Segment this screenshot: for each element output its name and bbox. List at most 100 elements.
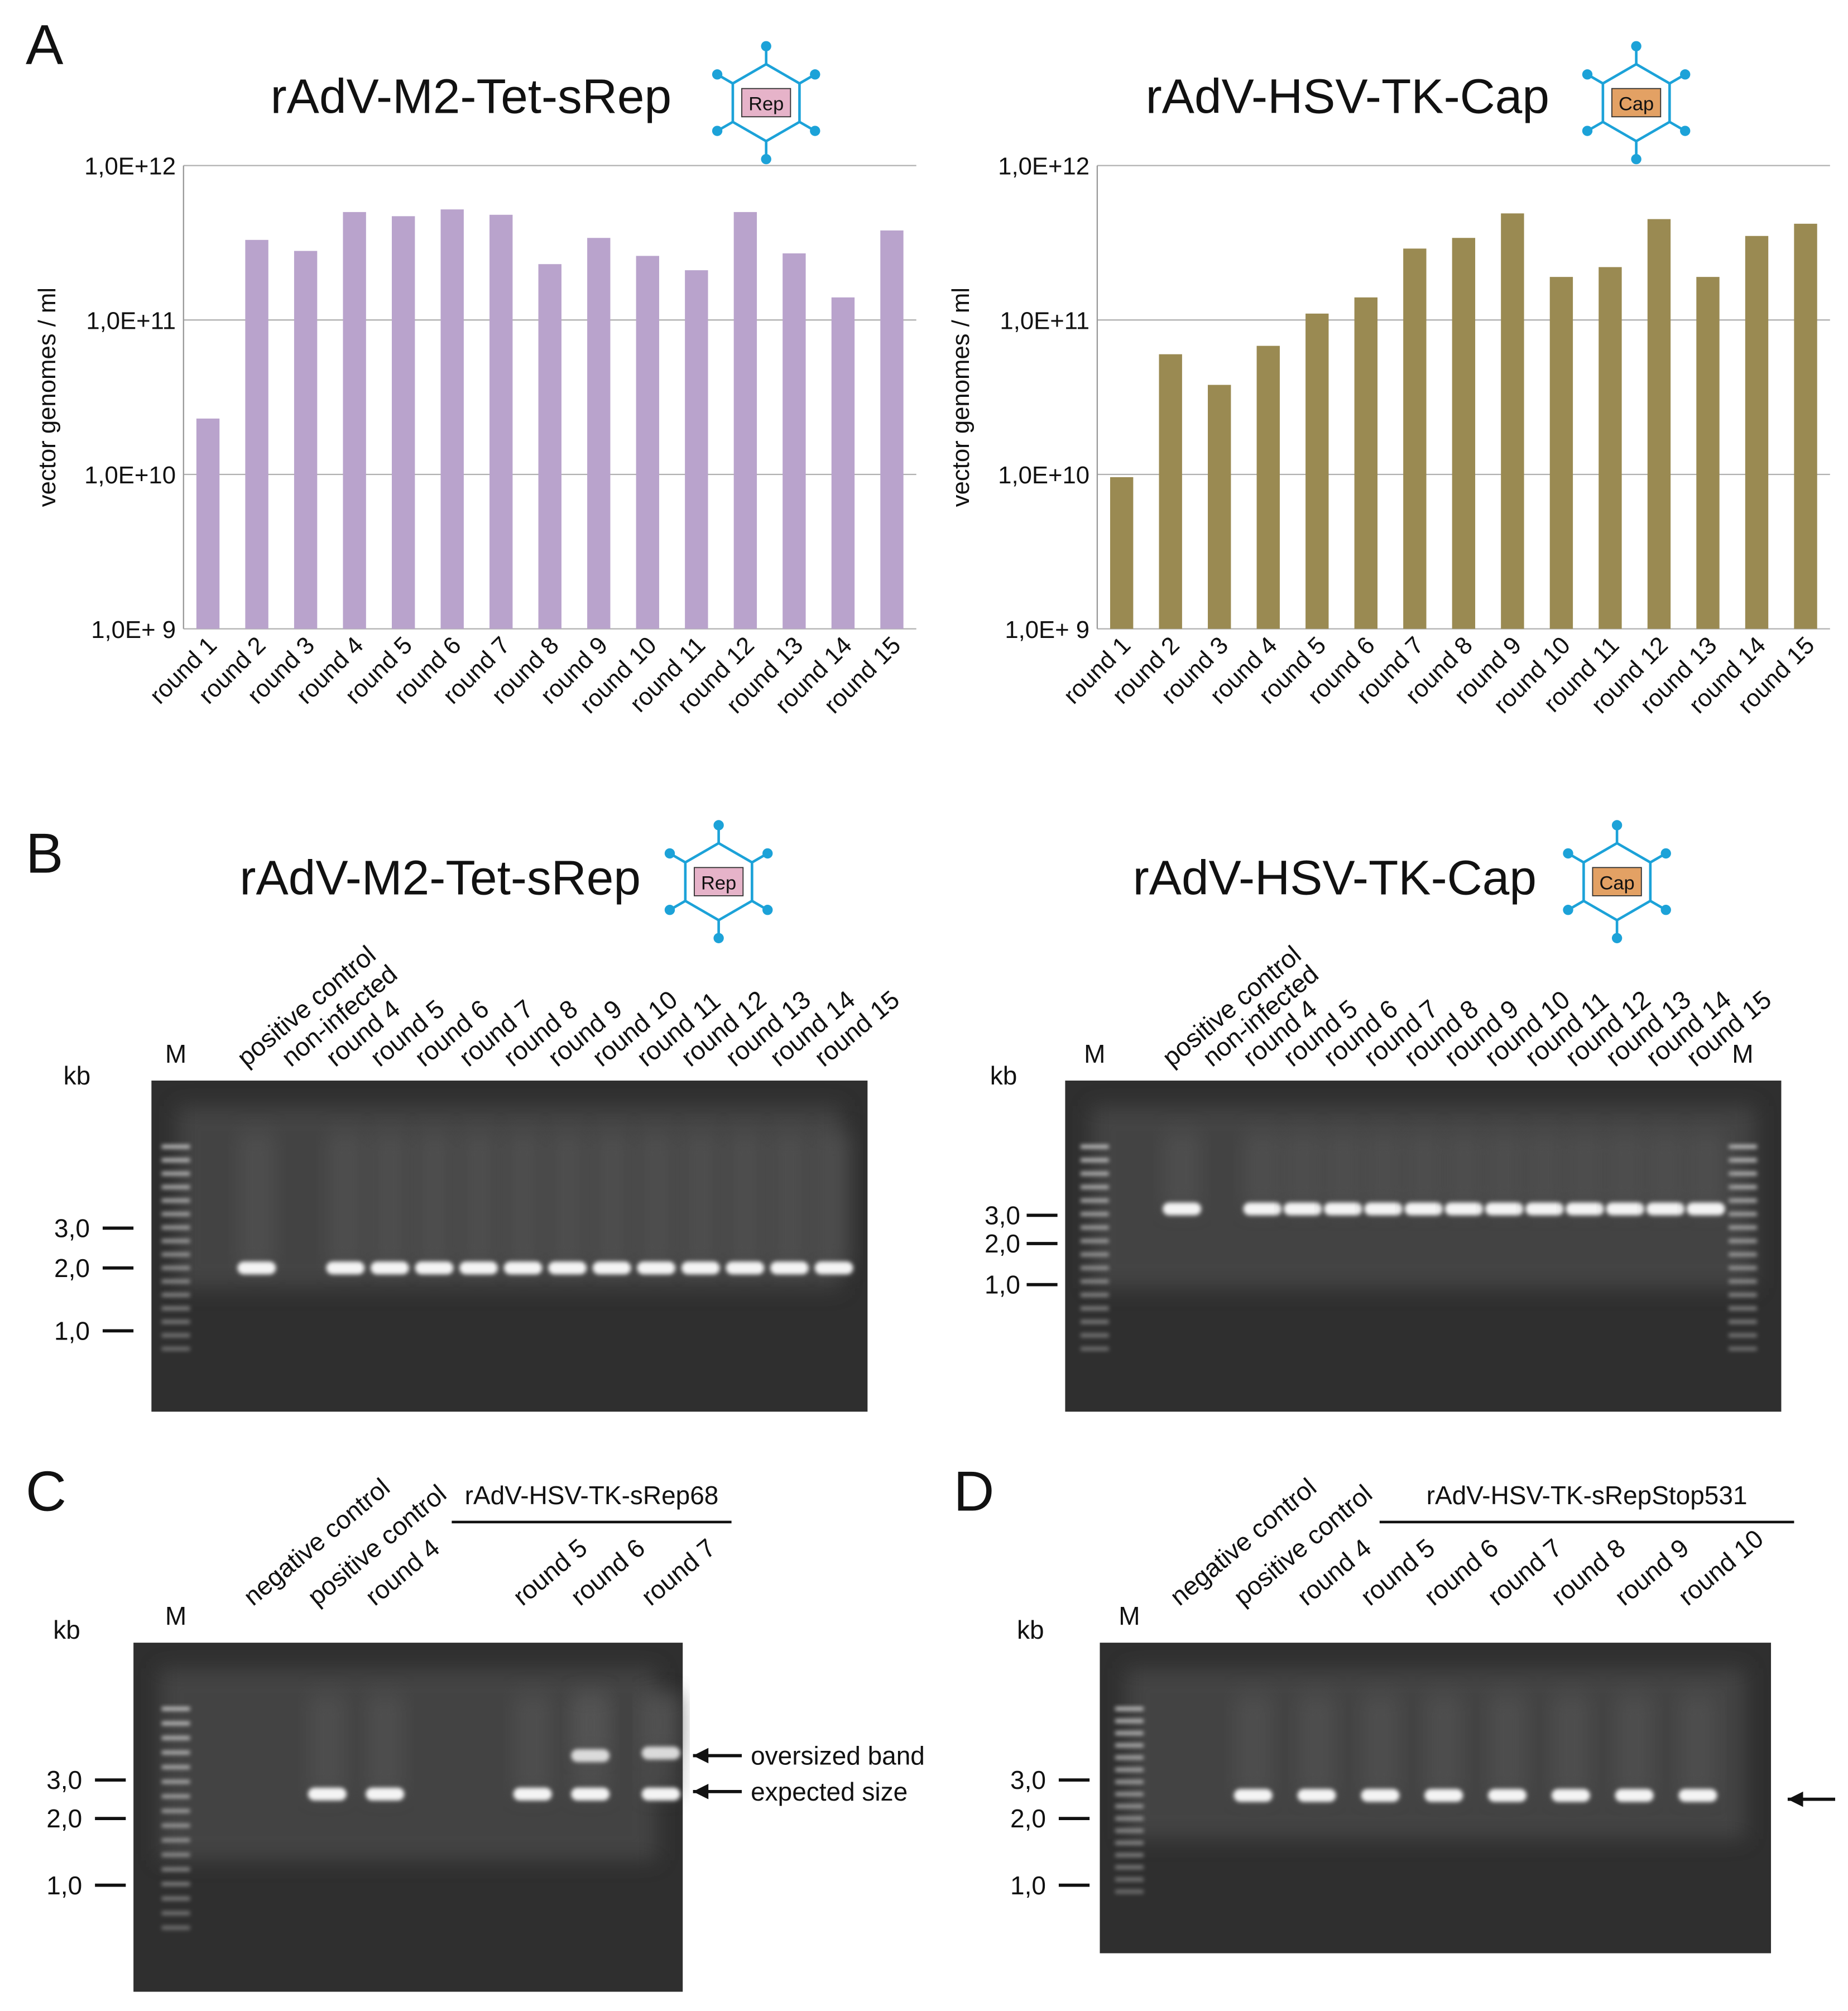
gel-band [1678, 1789, 1717, 1802]
gel-smear [1365, 1131, 1401, 1209]
annotation: expected size [751, 1777, 908, 1806]
ladder-label: M [1119, 1601, 1140, 1630]
ladder-band [161, 1172, 190, 1176]
ladder-band [161, 1750, 190, 1755]
gel-band [641, 1746, 680, 1760]
gel-band [1646, 1202, 1685, 1216]
ladder-band [1729, 1266, 1757, 1270]
gel-smear [1446, 1131, 1482, 1209]
gel-smear [1679, 1694, 1716, 1796]
icon-knob [762, 905, 773, 915]
ladder-band [1081, 1293, 1109, 1297]
gel-band [1283, 1202, 1322, 1216]
y-tick-label: 1,0E+ 9 [91, 616, 176, 644]
ladder-band [1729, 1144, 1757, 1149]
ladder-band [1081, 1185, 1109, 1189]
gel-smear [1527, 1131, 1563, 1209]
gel-smear [1616, 1694, 1653, 1796]
ladder-band [1115, 1743, 1144, 1748]
ladder-band [1729, 1333, 1757, 1337]
icon-hexagon [1582, 841, 1652, 922]
bar [196, 418, 220, 629]
unit-label: kb [1017, 1615, 1044, 1644]
gel-band [1488, 1789, 1527, 1802]
gel-smear [1285, 1131, 1321, 1209]
gel-band [1361, 1789, 1400, 1802]
ladder-band [1729, 1319, 1757, 1324]
gel-band [1686, 1202, 1725, 1216]
gel-band [641, 1787, 680, 1801]
gel-band [1566, 1202, 1605, 1216]
bar [636, 256, 660, 629]
chart-title: rAdV-M2-Tet-sRep [271, 69, 672, 123]
icon-knob [664, 905, 675, 915]
icon-knob [761, 153, 771, 165]
lane-label: round 10 [1673, 1524, 1769, 1611]
ladder-band [161, 1212, 190, 1216]
icon-knob [1611, 933, 1623, 943]
ladder-band [1729, 1198, 1757, 1203]
y-tick-label: 1,0E+11 [86, 307, 176, 334]
gel-smear [327, 1131, 364, 1268]
gel-smear [1688, 1131, 1724, 1209]
chart-title: rAdV-HSV-TK-Cap [1146, 69, 1549, 123]
gel-smear [594, 1131, 630, 1268]
ladder-band [161, 1306, 190, 1311]
gel-smear [727, 1131, 764, 1268]
ladder-band [161, 1144, 190, 1149]
gel-band [1606, 1202, 1645, 1216]
ladder-band [1729, 1185, 1757, 1189]
icon-knob [1680, 126, 1691, 136]
icon-knob [762, 848, 773, 859]
icon-knob [664, 848, 675, 859]
gel-smear [1553, 1694, 1589, 1796]
gel-smear [1607, 1131, 1644, 1209]
ladder-band [161, 1239, 190, 1243]
gel-band [415, 1261, 454, 1275]
ladder-band [1729, 1293, 1757, 1297]
bar [1110, 477, 1134, 629]
gel-smear [1405, 1131, 1442, 1209]
ladder-band [1081, 1158, 1109, 1163]
ladder-band [1115, 1865, 1144, 1869]
size-label: 2,0 [985, 1229, 1020, 1258]
ladder-band [1081, 1347, 1109, 1351]
y-tick-label: 1,0E+ 9 [1005, 616, 1089, 644]
gel-smear [683, 1131, 719, 1268]
gel-band [371, 1261, 410, 1275]
size-label: 3,0 [1010, 1765, 1046, 1794]
gel-band [637, 1261, 676, 1275]
gel-band [326, 1261, 365, 1275]
ladder-band [1115, 1853, 1144, 1858]
bar [1794, 223, 1817, 629]
ladder-band [1081, 1225, 1109, 1230]
size-label: 1,0 [1010, 1871, 1046, 1900]
gel-band [1444, 1202, 1484, 1216]
ladder-band [161, 1266, 190, 1270]
gel-smear [572, 1694, 608, 1756]
ladder-band [161, 1779, 190, 1784]
icon-knob [1582, 69, 1593, 80]
y-tick-label: 1,0E+10 [84, 462, 176, 489]
ladder-band [161, 1867, 190, 1871]
ladder-band [1729, 1225, 1757, 1230]
size-label: 1,0 [46, 1871, 82, 1900]
icon-hexagon [684, 841, 753, 922]
ladder-band [1081, 1172, 1109, 1176]
ladder-band [1115, 1877, 1144, 1882]
ladder-band [161, 1823, 190, 1828]
ladder-band [1115, 1768, 1144, 1772]
bar [391, 216, 415, 629]
bracket-label: rAdV-HSV-TK-sRepStop531 [1427, 1481, 1748, 1510]
gel-smear [505, 1131, 541, 1268]
bar [1501, 213, 1524, 629]
gel-band [681, 1261, 720, 1275]
size-label: 2,0 [1010, 1804, 1046, 1833]
bar [880, 230, 904, 629]
ladder-band [1729, 1252, 1757, 1257]
ladder-band [1729, 1172, 1757, 1176]
gel-band [1424, 1789, 1463, 1802]
icon-label: Cap [1600, 872, 1635, 894]
unit-label: kb [64, 1061, 91, 1090]
